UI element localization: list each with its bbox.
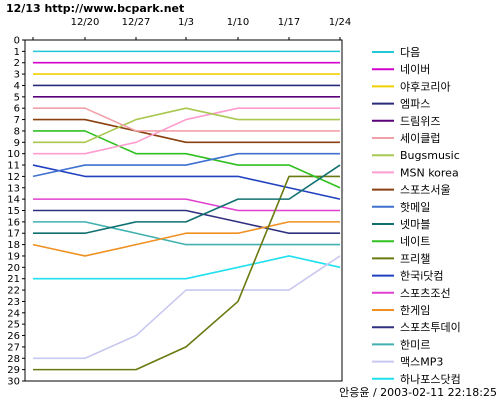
x-tick-label: 12/20 (71, 17, 100, 28)
legend-label: 맥스MP3 (400, 356, 443, 369)
x-tick-label: 1/3 (178, 17, 194, 28)
y-tick-label: 1 (14, 47, 20, 58)
y-tick-label: 20 (7, 263, 20, 274)
series-line-6 (33, 107, 340, 132)
legend-label: 스포츠투데이 (400, 321, 461, 334)
legend-label: 네이트 (400, 235, 430, 248)
x-tick-labels: 12/20 12/27 1/3 1/10 1/17 1/24 (71, 17, 352, 28)
series-line-12 (33, 130, 341, 189)
legend-label: 프리챌 (400, 252, 430, 265)
y-tick-label: 16 (7, 217, 20, 228)
legend-label: 스포츠조선 (400, 287, 451, 300)
y-tick-label: 2 (14, 58, 20, 69)
legend-label: 하나포스닷컴 (400, 372, 461, 386)
y-tick-label: 4 (14, 81, 20, 92)
y-tick-label: 8 (14, 126, 20, 137)
legend-label: 스포츠서울 (400, 184, 451, 197)
series-line-11 (33, 164, 341, 235)
legend-label: 한게임 (400, 304, 430, 317)
y-tick-label: 7 (14, 115, 20, 126)
y-tick-label: 26 (7, 331, 20, 342)
y-tick-label: 15 (7, 206, 20, 217)
legend-label: 한국i닷컴 (400, 270, 444, 283)
y-tick-label: 12 (7, 172, 20, 183)
y-tick-label: 30 (7, 377, 20, 388)
x-tick-label: 1/17 (278, 17, 300, 28)
y-tick-label: 3 (14, 70, 20, 81)
series-line-20 (33, 255, 341, 280)
legend-label: MSN korea (400, 166, 459, 179)
watermark-text: 12/13 http://www.bcpark.net (6, 2, 184, 15)
series-line-16 (32, 221, 340, 257)
series-line-9 (33, 118, 340, 144)
y-tick-label: 24 (7, 308, 20, 319)
y-tick-label: 23 (7, 297, 20, 308)
series-line-7 (33, 107, 340, 144)
y-tick-label: 9 (14, 138, 20, 149)
legend-label: 핫메일 (400, 200, 430, 214)
series-line-13 (33, 175, 340, 371)
y-tick-label: 13 (7, 183, 20, 194)
series-line-10 (32, 152, 340, 178)
y-tick-label: 6 (14, 104, 20, 115)
legend-label: 네이버 (400, 63, 430, 76)
y-tick-label: 18 (7, 240, 20, 251)
y-tick-label: 28 (7, 354, 20, 365)
y-tick-label: 10 (7, 149, 20, 160)
legend-label: 세이클럽 (400, 131, 440, 145)
y-tick-label: 29 (7, 365, 20, 376)
y-tick-label: 17 (7, 229, 20, 240)
y-tick-labels: 0123456789101112131415161718192021222324… (7, 36, 20, 388)
credit-text: 안응윤 / 2003-02-11 22:18:25 (339, 386, 497, 399)
y-tick-label: 25 (7, 320, 20, 331)
y-tick-label: 27 (7, 342, 20, 353)
y-tick-label: 0 (14, 36, 20, 47)
y-tick-label: 22 (7, 286, 20, 297)
x-tick-label: 1/24 (329, 17, 351, 28)
series-line-15 (33, 198, 340, 212)
series-line-18 (33, 221, 340, 246)
series-line-17 (33, 209, 340, 235)
series-line-14 (32, 164, 341, 200)
x-tick-label: 12/27 (122, 17, 151, 28)
y-tick-label: 21 (7, 274, 20, 285)
y-tick-label: 14 (7, 195, 20, 206)
y-tick-label: 11 (7, 161, 20, 172)
y-tick-label: 5 (14, 92, 20, 103)
axes (22, 37, 342, 382)
legend-label: 한미르 (400, 338, 430, 351)
series-layer (32, 50, 341, 371)
legend-label: Bugsmusic (400, 149, 460, 162)
series-line-19 (33, 255, 341, 360)
legend-label: 다음 (400, 46, 420, 59)
legend-label: 드림위즈 (400, 115, 440, 128)
x-tick-label: 1/10 (227, 17, 249, 28)
series-line-8 (33, 107, 340, 155)
legend-label: 엠파스 (400, 98, 430, 111)
y-tick-label: 19 (7, 251, 20, 262)
legend-label: 넷마블 (400, 218, 430, 231)
legend-label: 야후코리아 (400, 80, 451, 93)
